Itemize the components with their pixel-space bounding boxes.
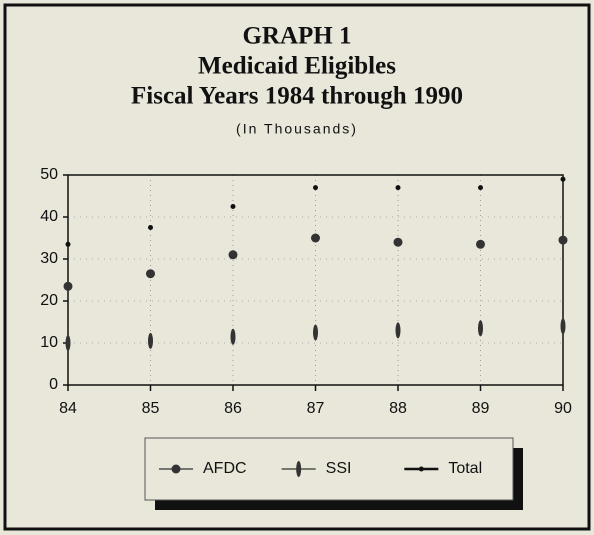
point [558, 235, 568, 245]
legend-label: AFDC [203, 460, 247, 477]
y-tick-label: 50 [40, 166, 58, 183]
x-tick-label: 84 [59, 400, 77, 417]
point [65, 241, 71, 247]
point [311, 233, 320, 243]
chart-title: Fiscal Years 1984 through 1990 [131, 83, 463, 110]
point [230, 204, 236, 209]
point [560, 318, 566, 335]
point [395, 322, 401, 339]
frame [3, 3, 591, 531]
legend-marker [171, 464, 181, 474]
legend-label: SSI [326, 460, 352, 477]
y-tick-label: 20 [40, 292, 58, 309]
x-tick-label: 86 [224, 400, 242, 417]
point [393, 237, 403, 247]
point [230, 328, 236, 345]
x-tick-label: 88 [389, 400, 407, 417]
point [313, 324, 318, 341]
point [476, 239, 485, 249]
point [395, 185, 401, 191]
x-tick-label: 89 [472, 400, 490, 417]
y-tick-label: 40 [40, 208, 58, 225]
point [228, 250, 238, 260]
point [478, 185, 483, 191]
point [148, 332, 153, 349]
legend-marker [296, 461, 302, 477]
y-tick-label: 30 [40, 250, 58, 267]
point [146, 269, 155, 279]
point [478, 320, 483, 337]
chart-title: Medicaid Eligibles [198, 53, 396, 80]
chart-subtitle: (In Thousands) [236, 121, 358, 137]
y-tick-label: 10 [40, 334, 58, 351]
x-tick-label: 87 [307, 400, 325, 417]
legend-label: Total [448, 460, 482, 477]
y-tick-label: 0 [49, 376, 58, 393]
x-tick-label: 90 [554, 400, 572, 417]
point [65, 335, 71, 351]
chart-title: GRAPH 1 [242, 23, 351, 50]
point [313, 185, 318, 191]
legend-marker [418, 466, 424, 472]
point [148, 225, 153, 230]
x-tick-label: 85 [142, 400, 160, 417]
point [63, 281, 73, 291]
legend [144, 437, 514, 501]
plot-area [67, 174, 564, 386]
point [560, 176, 566, 182]
